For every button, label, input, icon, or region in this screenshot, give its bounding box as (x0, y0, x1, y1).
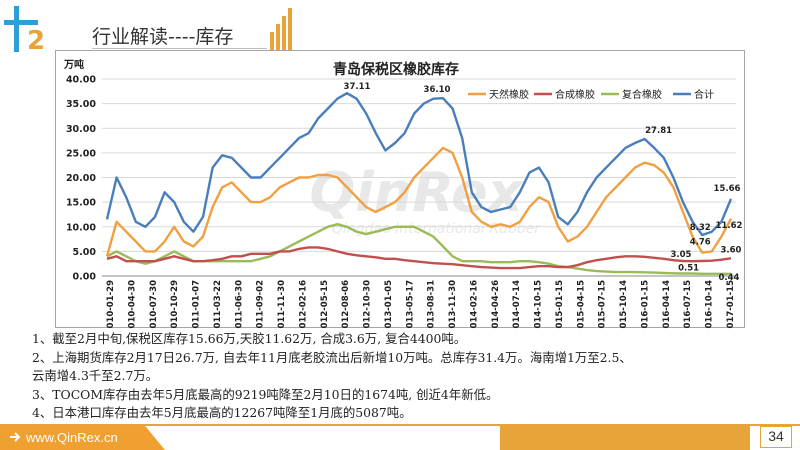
y-tick-label: 40.00 (66, 75, 96, 86)
y-axis-unit: 万吨 (63, 58, 84, 71)
chart-title: 青岛保税区橡胶库存 (333, 61, 459, 78)
x-tick-label: 2011-03-22 (213, 280, 223, 329)
website-link[interactable]: www.QinRex.cn (26, 430, 118, 445)
x-tick-label: 2014-10-15 (534, 280, 544, 329)
section-number: 2 (27, 26, 46, 56)
arrow-icon (10, 432, 21, 442)
header-underline (92, 48, 267, 49)
data-label: 0.44 (719, 273, 740, 283)
note-line: 1、截至2月中旬,保税区库存15.66万,天胶11.62万, 合成3.6万, 复… (32, 331, 467, 346)
x-tick-label: 2013-08-31 (427, 280, 437, 329)
x-tick-label: 2010-10-29 (170, 280, 180, 329)
x-tick-label: 2013-11-30 (448, 280, 458, 329)
series-line-synthetic (106, 246, 732, 270)
y-tick-label: 35.00 (66, 99, 96, 110)
x-tick-label: 2015-07-15 (598, 280, 608, 329)
x-tick-label: 2015-01-15 (555, 280, 565, 329)
x-tick-label: 2010-04-30 (127, 280, 137, 329)
watermark-brand: QinRex (309, 161, 524, 224)
note-line: 4、日本港口库存由去年5月底最高的12267吨降至1月底的5087吨。 (32, 405, 412, 420)
y-tick-label: 0.00 (73, 272, 97, 283)
x-tick-label: 2013-01-05 (384, 280, 394, 329)
x-tick-label: 2014-02-16 (469, 280, 479, 329)
footer-divider (0, 424, 800, 426)
y-tick-label: 20.00 (66, 173, 96, 184)
note-line: 3、TOCOM库存由去年5月底最高的9219吨降至2月10日的1674吨, 创近… (32, 386, 499, 402)
note-line: 2、上海期货库存2月17日26.7万, 自去年11月底老胶流出后新增10万吨。总… (32, 349, 632, 365)
note-line: 云南增4.3千至2.7万。 (32, 368, 159, 383)
x-tick-label: 2010-01-29 (106, 280, 116, 329)
x-tick-label: 2011-06-30 (234, 280, 244, 329)
x-tick-label: 2010-07-30 (149, 280, 159, 329)
data-label: 3.60 (721, 245, 742, 255)
data-label: 3.05 (671, 250, 692, 260)
x-tick-label: 2013-05-17 (405, 280, 415, 329)
page-number: 34 (760, 426, 792, 448)
legend-label: 合成橡胶 (555, 88, 595, 101)
x-tick-label: 2014-04-26 (491, 280, 501, 329)
data-label: 27.81 (645, 126, 672, 136)
y-tick-label: 15.00 (66, 198, 96, 209)
header-horizontal-bar (4, 20, 38, 25)
x-tick-label: 2016-10-14 (705, 280, 715, 329)
series-line-total (105, 92, 733, 237)
x-tick-label: 2012-02-16 (298, 280, 308, 329)
y-tick-label: 25.00 (66, 148, 96, 159)
x-tick-label: 2017-01-15 (726, 280, 736, 329)
series-line-natural (105, 146, 733, 257)
x-tick-label: 2012-08-06 (341, 280, 351, 329)
y-tick-label: 10.00 (66, 222, 96, 233)
x-tick-label: 2016-01-15 (640, 280, 650, 329)
legend-label: 复合橡胶 (622, 88, 662, 101)
data-label: 37.11 (344, 82, 371, 92)
footer-band (500, 426, 750, 450)
x-tick-label: 2016-04-14 (662, 280, 672, 329)
footer-url-background (0, 426, 165, 450)
page-title: 行业解读----库存 (92, 26, 234, 48)
inventory-chart: 青岛保税区橡胶库存 万吨 QinRex Qingdao International… (55, 50, 745, 329)
data-label: 0.51 (678, 263, 699, 273)
data-label: 36.10 (424, 85, 451, 95)
data-label: 11.62 (716, 221, 743, 231)
series-lines (105, 92, 733, 276)
grid-lines (102, 78, 736, 277)
data-label: 4.76 (690, 238, 711, 248)
legend-label: 天然橡胶 (489, 88, 529, 101)
data-label: 8.32 (690, 223, 711, 233)
x-tick-label: 2011-09-02 (256, 280, 266, 329)
data-labels: 37.11 36.10 27.81 15.66 8.32 11.62 4.76 3.60 3.0… (344, 82, 743, 283)
y-tick-label: 30.00 (66, 124, 96, 135)
y-tick-labels: 0.00 5.00 10.00 15.00 20.00 25.00 30.00 35.00 40… (66, 75, 96, 283)
x-tick-label: 2016-07-15 (683, 280, 693, 329)
chart-legend: 天然橡胶 合成橡胶 复合橡胶 合计 (468, 88, 714, 101)
y-tick-label: 5.00 (73, 247, 97, 258)
x-tick-label: 2015-10-14 (619, 280, 629, 329)
legend-label: 合计 (694, 88, 714, 101)
x-tick-label: 2012-10-30 (363, 280, 373, 329)
header-stripes-decoration (270, 8, 296, 50)
x-tick-label: 2011-11-30 (277, 280, 287, 329)
notes-list: 1、截至2月中旬,保税区库存15.66万,天胶11.62万, 合成3.6万, 复… (32, 330, 792, 423)
x-tick-label: 2014-07-14 (512, 280, 522, 329)
data-label: 15.66 (714, 184, 741, 194)
x-tick-label: 2015-04-15 (576, 280, 586, 329)
header-vertical-bar (14, 6, 19, 52)
x-tick-labels: 2010-01-29 2010-04-30 2010-07-30 2010-10-29… (106, 280, 736, 329)
x-tick-label: 2011-01-07 (192, 280, 202, 329)
x-tick-label: 2012-05-15 (320, 280, 330, 329)
